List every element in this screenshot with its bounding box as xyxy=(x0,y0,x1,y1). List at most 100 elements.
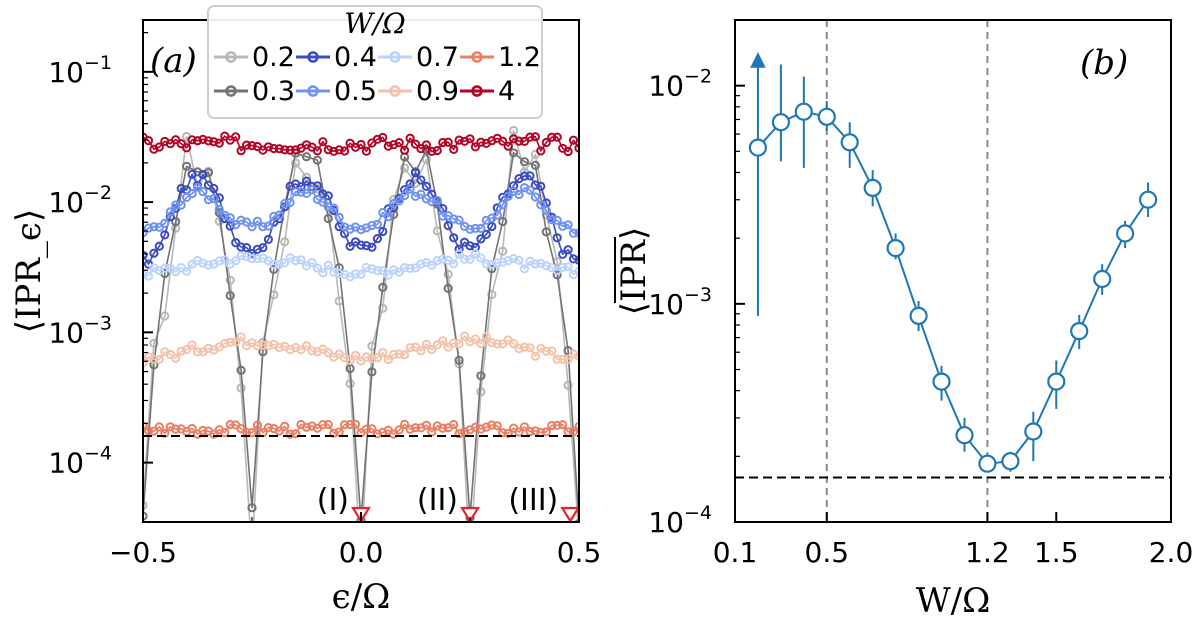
panel-a-point-4 xyxy=(269,143,279,154)
panel-a-point-0.9 xyxy=(563,354,573,364)
panel-a-point-0.3 xyxy=(454,355,464,365)
panel-a-point-4 xyxy=(454,135,464,145)
panel-a-point-4 xyxy=(449,144,459,154)
panel-a-point-0.9 xyxy=(541,346,551,356)
panel-a-point-0.7 xyxy=(427,260,437,270)
panel-a-point-0.9 xyxy=(176,346,186,356)
panel-a-point-0.4 xyxy=(154,241,164,251)
panel-a-point-0.7 xyxy=(236,251,246,261)
panel-a-point-0.7 xyxy=(400,263,410,273)
panel-a-point-0.3 xyxy=(530,160,541,170)
panel-a-point-0.7 xyxy=(356,269,366,279)
panel-b-ytick-label: 10−4 xyxy=(648,502,712,539)
panel-a-point-0.4 xyxy=(187,169,197,179)
panel-a-point-0.5 xyxy=(514,189,524,200)
panel-a-marker-label: (II) xyxy=(417,483,458,518)
panel-a-point-0.5 xyxy=(247,222,257,232)
panel-a-point-4 xyxy=(470,142,480,152)
panel-b-point xyxy=(840,133,859,152)
panel-a-point-1.2 xyxy=(405,424,415,434)
panel-a-point-0.5 xyxy=(165,207,175,217)
panel-a: (I) (II) (III) −0.5 0.0 0.5 10−110−210−310−4… xyxy=(9,5,601,617)
panel-b-line xyxy=(757,110,1149,465)
panel-a-point-0.5 xyxy=(574,228,579,238)
panel-b-point xyxy=(978,454,997,473)
panel-a-point-0.5 xyxy=(307,185,317,195)
panel-a-point-1.2 xyxy=(514,427,524,437)
panel-b-ytick-label-base: 10 xyxy=(648,506,684,539)
panel-a-point-0.7 xyxy=(541,261,551,271)
panel-a-point-0.5 xyxy=(171,200,181,210)
panel-a-point-0.7 xyxy=(558,262,568,272)
panel-a-point-0.5 xyxy=(465,224,475,234)
panel-b-point xyxy=(1115,224,1135,243)
panel-a-ytick-label-base: 10 xyxy=(48,316,84,349)
panel-b-ylabel-group: ⟨IPR⟩ xyxy=(614,227,654,315)
panel-a-point-4 xyxy=(334,145,344,155)
panel-a-ytick-label-exp: −3 xyxy=(84,312,112,334)
panel-a-point-0.2 xyxy=(248,552,255,559)
legend-entry-label: 4 xyxy=(498,76,515,107)
panel-a-point-0.7 xyxy=(405,263,415,273)
panel-a-point-0.3 xyxy=(149,360,159,370)
panel-a-point-0.9 xyxy=(301,341,312,351)
panel-a-point-0.2 xyxy=(291,158,301,168)
panel-a-point-0.7 xyxy=(296,255,306,265)
panel-a-point-0.7 xyxy=(318,268,328,278)
panel-a-point-0.3 xyxy=(323,213,333,224)
panel-a-point-0.2 xyxy=(466,554,473,561)
panel-a-point-0.5 xyxy=(323,202,333,212)
panel-a-point-0.4 xyxy=(209,183,219,194)
panel-b-point xyxy=(1138,190,1158,209)
panel-a-point-0.7 xyxy=(291,256,301,266)
panel-a-point-0.5 xyxy=(143,228,148,238)
panel-a-point-1.2 xyxy=(263,423,273,433)
panel-a-point-0.7 xyxy=(508,253,519,264)
panel-a-point-0.4 xyxy=(563,245,573,255)
panel-a-point-4 xyxy=(236,146,246,156)
panel-a-point-4 xyxy=(547,132,557,142)
panel-a-point-0.5 xyxy=(449,214,459,224)
panel-a-marker-triangle xyxy=(460,506,480,524)
panel-a-point-0.3 xyxy=(367,367,377,377)
panel-a-point-0.7 xyxy=(449,259,459,269)
panel-a-point-0.4 xyxy=(252,244,262,254)
panel-a-point-1.2 xyxy=(340,420,350,430)
legend-entry-label: 1.2 xyxy=(498,42,541,73)
panel-a-point-0.7 xyxy=(481,259,491,269)
panel-a-point-0.7 xyxy=(438,254,448,264)
legend-swatch-marker xyxy=(307,51,319,63)
panel-a-point-1.2 xyxy=(394,425,404,435)
panel-b-point xyxy=(1047,372,1066,391)
panel-b-ytick-label: 10−3 xyxy=(648,284,712,321)
panel-a-point-0.4 xyxy=(508,181,519,191)
panel-a-point-0.9 xyxy=(514,344,524,354)
panel-a-point-0.4 xyxy=(361,241,371,251)
panel-a-point-0.4 xyxy=(400,185,410,195)
panel-b-label: (b) xyxy=(1080,43,1128,83)
panel-a-point-0.9 xyxy=(416,346,426,356)
panel-a-point-0.9 xyxy=(438,336,448,346)
panel-b: 0.1 0.5 1.2 1.5 2.0 10−210−310−4 (b) W/Ω ⟨IP… xyxy=(614,19,1193,621)
panel-a-point-0.9 xyxy=(389,349,399,359)
legend-swatch-marker xyxy=(225,85,237,97)
panel-a-point-4 xyxy=(247,141,257,151)
panel-a-point-0.5 xyxy=(470,223,480,233)
panel-a-point-0.9 xyxy=(481,331,491,342)
panel-a-point-4 xyxy=(209,137,219,147)
panel-a-point-0.5 xyxy=(203,195,213,205)
panel-a-y-ticks: 10−110−210−310−4 xyxy=(48,32,153,480)
panel-a-point-0.7 xyxy=(372,265,382,276)
panel-a-point-0.5 xyxy=(242,217,252,227)
panel-a-point-0.5 xyxy=(143,223,154,233)
panel-a-point-0.2 xyxy=(160,311,170,321)
panel-a-point-0.9 xyxy=(558,354,568,364)
legend-swatch-marker xyxy=(471,85,483,97)
panel-a-point-0.4 xyxy=(263,234,273,244)
panel-a-point-0.5 xyxy=(209,194,219,204)
panel-a-point-0.2 xyxy=(225,275,235,285)
panel-a-point-1.2 xyxy=(421,420,431,430)
panel-a-point-0.7 xyxy=(323,260,333,270)
panel-a-point-4 xyxy=(574,143,579,153)
panel-a-point-1.2 xyxy=(574,421,579,432)
